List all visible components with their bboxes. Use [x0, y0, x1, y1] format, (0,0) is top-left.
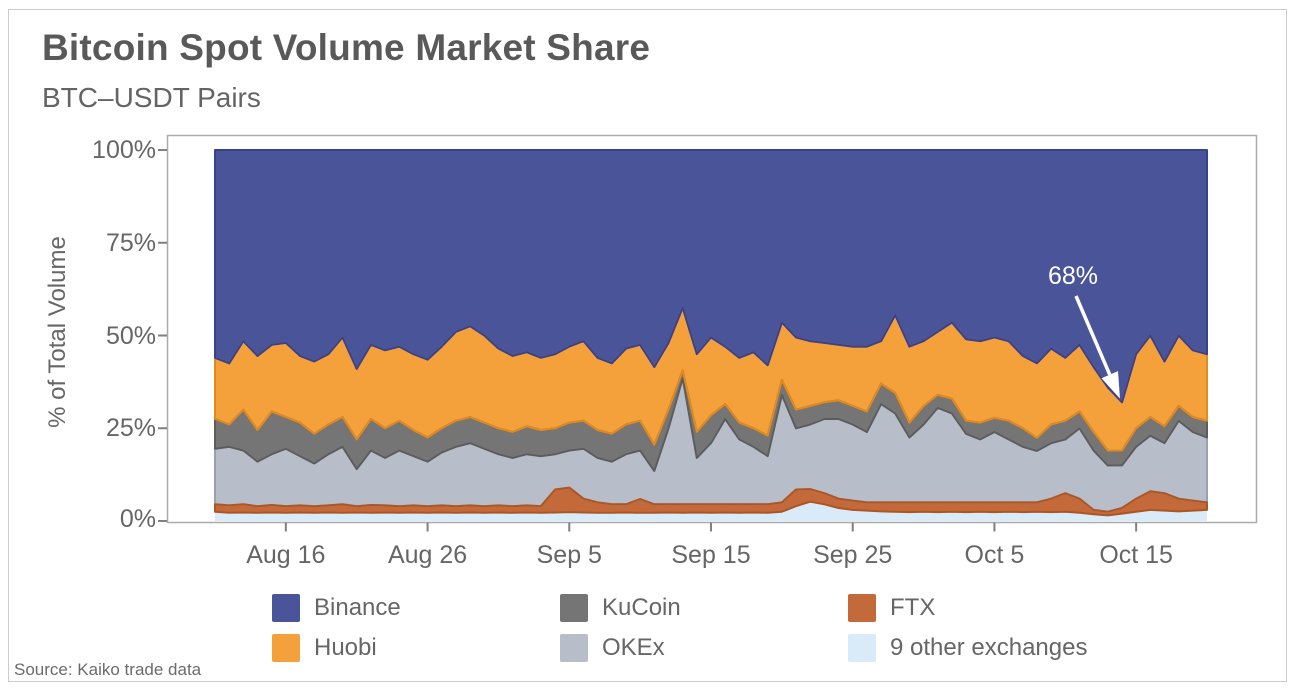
chart-title: Bitcoin Spot Volume Market Share: [42, 27, 651, 68]
area-binance: [215, 150, 1207, 403]
chart-subtitle: BTC–USDT Pairs: [42, 82, 261, 113]
annotation-arrowhead-icon: [1101, 371, 1120, 399]
area-kucoin: [215, 370, 1207, 471]
legend-item-okex: OKEx: [560, 628, 848, 668]
y-tick-label-75: 75%: [105, 229, 156, 257]
annotation-68pct: 68%: [1047, 262, 1099, 290]
legend-label-binance: Binance: [314, 594, 401, 621]
y-tick-label-0: 0%: [119, 505, 156, 533]
area-9-other-exchanges: [215, 501, 1207, 521]
y-tick-label-100: 100%: [92, 136, 156, 164]
legend-item-others: 9 other exchanges: [848, 628, 1136, 668]
legend-label-okex: OKEx: [602, 634, 665, 661]
x-tick-label-sep15: Sep 15: [671, 541, 751, 569]
legend-label-kucoin: KuCoin: [602, 594, 681, 621]
area-huobi: [215, 307, 1207, 451]
legend-item-kucoin: KuCoin: [560, 588, 848, 628]
legend-item-binance: Binance: [272, 588, 560, 628]
binance-swatch-icon: [272, 594, 300, 622]
legend: Binance Huobi KuCoin OKEx FTX 9 other ex…: [272, 588, 1136, 668]
area-okex: [215, 378, 1207, 512]
y-tick-label-50: 50%: [105, 322, 156, 350]
legend-label-ftx: FTX: [890, 594, 936, 621]
huobi-swatch-icon: [272, 634, 300, 662]
outline-binance: [214, 149, 1208, 404]
legend-label-huobi: Huobi: [314, 634, 377, 661]
kucoin-swatch-icon: [560, 594, 588, 622]
x-tick-label-sep5: Sep 5: [536, 541, 602, 569]
ftx-swatch-icon: [848, 594, 876, 622]
annotation-arrow-line: [1074, 295, 1112, 376]
x-tick-label-oct15: Oct 15: [1099, 541, 1173, 569]
area-ftx: [215, 487, 1207, 516]
source-note: Source: Kaiko trade data: [14, 660, 202, 679]
legend-item-ftx: FTX: [848, 588, 1136, 628]
x-tick-label-aug26: Aug 26: [387, 541, 468, 569]
x-tick-label-sep25: Sep 25: [813, 541, 893, 569]
x-tick-label-aug16: Aug 16: [246, 541, 326, 569]
x-tick-label-oct5: Oct 5: [964, 541, 1025, 569]
legend-item-huobi: Huobi: [272, 628, 560, 668]
outline-ftx: [214, 486, 1208, 517]
others-swatch-icon: [848, 634, 876, 662]
y-tick-label-25: 25%: [105, 414, 156, 442]
legend-label-others: 9 other exchanges: [890, 634, 1088, 661]
okex-swatch-icon: [560, 634, 588, 662]
